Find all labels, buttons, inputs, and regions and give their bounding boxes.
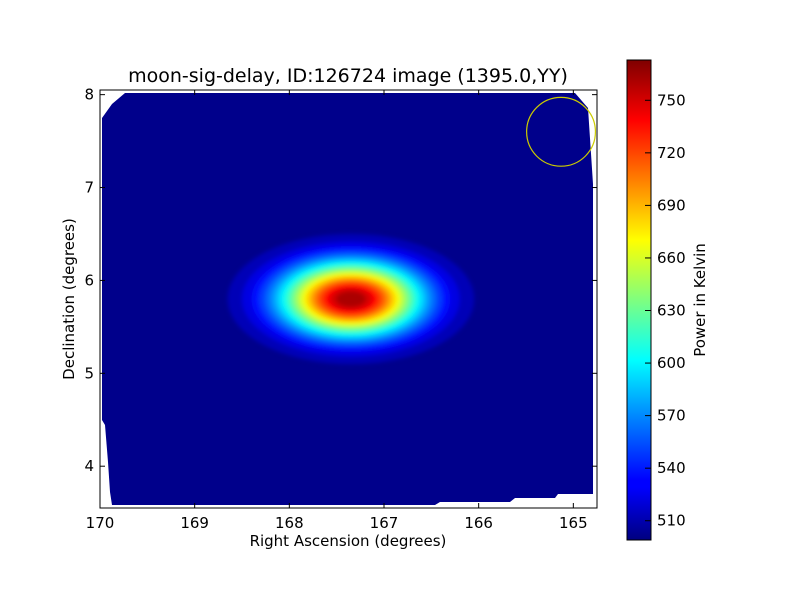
colorbar-tick-label: 630 [657, 302, 686, 320]
colorbar-tick-label: 660 [657, 249, 686, 267]
x-tick-label: 165 [559, 514, 588, 532]
y-tick-label: 5 [84, 364, 94, 382]
x-tick-label: 170 [86, 514, 115, 532]
source-blob [227, 233, 475, 365]
x-tick-label: 166 [464, 514, 493, 532]
plot-area: 170 169 168 167 166 165 4 5 6 7 8 [84, 86, 598, 532]
axes-frame [99, 89, 598, 509]
x-tick-label: 169 [180, 514, 209, 532]
colorbar-tick-label: 600 [657, 354, 686, 372]
colorbar-tick-label: 570 [657, 407, 686, 425]
colorbar-gradient [626, 59, 652, 541]
colorbar-tick-label: 540 [657, 459, 686, 477]
colorbar-tick-label: 510 [657, 512, 686, 530]
chart-title: moon-sig-delay, ID:126724 image (1395.0,… [128, 65, 568, 87]
colorbar-tick-label: 720 [657, 144, 686, 162]
colorbar-ticks: 510 540 570 600 630 660 690 720 750 [645, 91, 686, 530]
y-tick-label: 7 [84, 179, 94, 197]
y-axis-ticks: 4 5 6 7 8 [84, 86, 597, 475]
x-tick-label: 168 [275, 514, 304, 532]
x-axis-ticks: 170 169 168 167 166 165 [86, 90, 588, 532]
y-tick-label: 6 [84, 271, 94, 289]
contour-level [336, 291, 366, 307]
colorbar-label: Power in Kelvin [691, 243, 709, 357]
y-tick-label: 8 [84, 86, 94, 104]
colorbar-tick-label: 750 [657, 91, 686, 109]
colorbar: 510 540 570 600 630 660 690 720 750 [626, 59, 686, 541]
x-axis-label: Right Ascension (degrees) [250, 532, 447, 550]
y-tick-label: 4 [84, 457, 94, 475]
beam-circle [526, 96, 597, 167]
y-axis-label: Declination (degrees) [60, 218, 78, 380]
colorbar-tick-label: 690 [657, 196, 686, 214]
x-tick-label: 167 [370, 514, 399, 532]
